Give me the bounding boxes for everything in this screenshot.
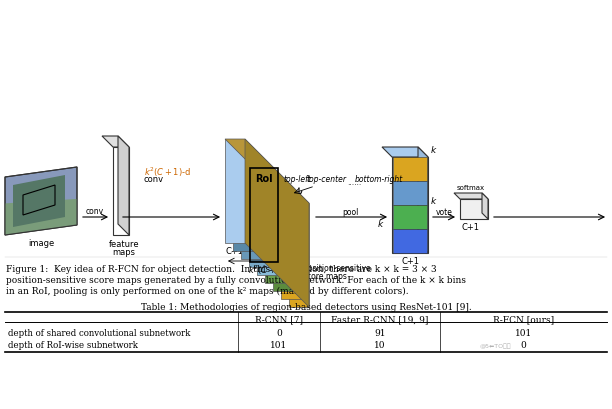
Text: 10: 10: [375, 341, 386, 350]
Polygon shape: [5, 168, 77, 236]
Polygon shape: [418, 148, 428, 254]
Polygon shape: [118, 137, 129, 236]
Text: softmax: softmax: [457, 184, 485, 191]
Text: top-center: top-center: [307, 175, 347, 184]
Polygon shape: [225, 139, 309, 204]
Polygon shape: [225, 139, 245, 243]
Polygon shape: [257, 172, 277, 275]
Polygon shape: [281, 196, 301, 299]
Polygon shape: [289, 204, 309, 307]
Text: 101: 101: [515, 329, 532, 338]
Text: bottom-right: bottom-right: [355, 175, 403, 184]
Text: conv: conv: [86, 207, 104, 216]
Text: depth of shared convolutional subnetwork: depth of shared convolutional subnetwork: [8, 329, 190, 338]
Text: pool: pool: [342, 207, 359, 216]
Bar: [393, 205, 427, 229]
Text: score maps: score maps: [303, 271, 347, 280]
Polygon shape: [249, 164, 269, 267]
Bar: [250, 169, 278, 262]
Text: @5⬅TO博客: @5⬅TO博客: [480, 343, 512, 348]
Text: C+1: C+1: [226, 246, 244, 255]
Polygon shape: [273, 188, 293, 291]
Polygon shape: [392, 157, 428, 254]
Text: ......: ......: [347, 178, 361, 187]
Text: 0: 0: [276, 329, 282, 338]
Text: k: k: [431, 146, 436, 155]
Text: $k^2(C+1)$-d: $k^2(C+1)$-d: [144, 166, 191, 179]
Text: $k^2(C+1)$: $k^2(C+1)$: [248, 263, 286, 277]
Text: vote: vote: [436, 207, 452, 216]
Polygon shape: [241, 155, 261, 259]
Polygon shape: [265, 180, 285, 283]
Text: conv: conv: [144, 175, 164, 184]
Text: depth of RoI-wise subnetwork: depth of RoI-wise subnetwork: [8, 341, 138, 350]
Text: top-left: top-left: [283, 175, 311, 184]
Polygon shape: [382, 148, 428, 157]
Text: Figure 1:  Key idea of R-FCN for object detection.  In this illustration, there : Figure 1: Key idea of R-FCN for object d…: [6, 264, 436, 273]
Polygon shape: [113, 148, 129, 236]
Polygon shape: [482, 193, 488, 220]
Text: 0: 0: [521, 341, 526, 350]
Text: in an RoI, pooling is only performed on one of the k² maps (marked by different : in an RoI, pooling is only performed on …: [6, 286, 409, 295]
Text: Faster R-CNN [19, 9]: Faster R-CNN [19, 9]: [331, 314, 428, 323]
Text: position-sensitive: position-sensitive: [303, 263, 371, 272]
Text: k: k: [431, 197, 436, 206]
Text: maps: maps: [113, 247, 135, 256]
Bar: [393, 157, 427, 181]
Text: 91: 91: [375, 329, 386, 338]
Polygon shape: [5, 200, 77, 236]
Text: RoI: RoI: [255, 173, 273, 184]
Polygon shape: [233, 148, 253, 252]
Polygon shape: [460, 200, 488, 220]
Text: C+1: C+1: [401, 256, 419, 265]
Text: image: image: [28, 238, 54, 247]
Polygon shape: [102, 137, 129, 148]
Text: 101: 101: [271, 341, 288, 350]
Text: R-CNN [7]: R-CNN [7]: [255, 314, 303, 323]
Bar: [393, 229, 427, 253]
Text: Table 1: Methodologies of region-based detectors using ResNet-101 [9].: Table 1: Methodologies of region-based d…: [141, 302, 471, 311]
Polygon shape: [454, 193, 488, 200]
Bar: [393, 182, 427, 205]
Text: feature: feature: [109, 239, 140, 248]
Polygon shape: [13, 175, 65, 227]
Text: R-FCN [ours]: R-FCN [ours]: [493, 314, 554, 323]
Text: position-sensitive score maps generated by a fully convolutional network. For ea: position-sensitive score maps generated …: [6, 275, 466, 284]
Text: C+1: C+1: [462, 222, 480, 231]
Polygon shape: [245, 139, 309, 307]
Text: k: k: [378, 220, 383, 229]
